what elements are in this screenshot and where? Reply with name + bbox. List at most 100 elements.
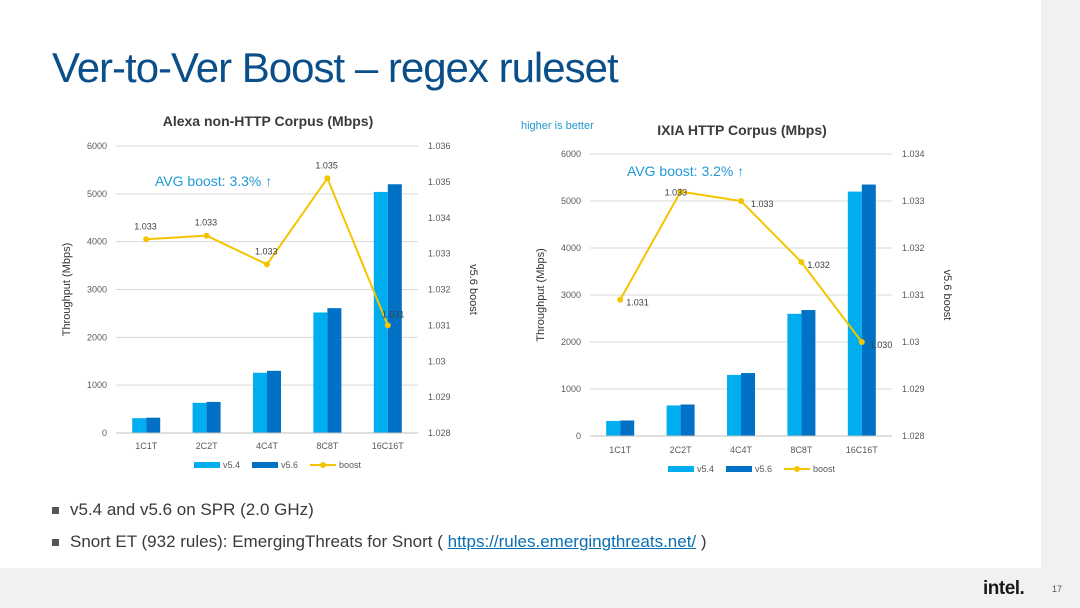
legend-swatch-v54 — [194, 462, 220, 468]
y-tick-label: 3000 — [561, 290, 581, 300]
y-tick-label: 6000 — [87, 141, 107, 151]
boost-point — [798, 259, 805, 266]
footer-bar — [0, 568, 1080, 608]
bar-v54 — [606, 420, 621, 436]
legend-label: boost — [339, 460, 362, 470]
legend-swatch-v56 — [726, 466, 752, 472]
bar-v56 — [861, 184, 876, 436]
bullet-text-end: ) — [700, 532, 707, 551]
bar-v54 — [847, 191, 862, 436]
legend-marker-boost — [320, 462, 326, 468]
legend-marker-boost — [794, 466, 800, 472]
boost-point — [203, 232, 210, 239]
x-tick-label: 2C2T — [670, 445, 693, 455]
y-tick-label: 5000 — [87, 189, 107, 199]
boost-point — [143, 236, 150, 243]
bar-v56 — [327, 308, 342, 433]
y2-tick-label: 1.032 — [902, 243, 925, 253]
y-axis-title: Throughput (Mbps) — [535, 248, 547, 342]
bullet-text: v5.4 and v5.6 on SPR (2.0 GHz) — [70, 500, 314, 519]
bullet-list: v5.4 and v5.6 on SPR (2.0 GHz) Snort ET … — [50, 498, 707, 562]
higher-is-better-note: higher is better — [521, 120, 594, 132]
boost-data-label: 1.032 — [807, 260, 830, 270]
y-tick-label: 1000 — [561, 384, 581, 394]
x-tick-label: 16C16T — [372, 441, 405, 451]
y2-axis-title: v5.6 boost — [941, 270, 953, 321]
y-tick-label: 1000 — [87, 380, 107, 390]
x-tick-label: 8C8T — [316, 441, 339, 451]
boost-data-label: 1.033 — [665, 188, 688, 198]
y2-tick-label: 1.028 — [428, 428, 451, 438]
bullet-item: Snort ET (932 rules): EmergingThreats fo… — [50, 530, 707, 562]
bar-v54 — [132, 418, 147, 433]
x-tick-label: 2C2T — [196, 441, 219, 451]
boost-data-label: 1.035 — [315, 160, 338, 170]
y-axis-title: Throughput (Mbps) — [61, 243, 73, 337]
y-tick-label: 2000 — [87, 332, 107, 342]
bullet-item: v5.4 and v5.6 on SPR (2.0 GHz) — [50, 498, 707, 530]
y-tick-label: 4000 — [561, 243, 581, 253]
y2-tick-label: 1.036 — [428, 141, 451, 151]
intel-logo: intel. — [983, 578, 1025, 599]
avg-boost-annotation: AVG boost: 3.2% ↑ — [627, 163, 744, 179]
bullet-text: Snort ET (932 rules): EmergingThreats fo… — [70, 532, 443, 551]
y-tick-label: 6000 — [561, 149, 581, 159]
y2-tick-label: 1.029 — [902, 384, 925, 394]
y2-tick-label: 1.035 — [428, 177, 451, 187]
x-tick-label: 1C1T — [135, 441, 158, 451]
emergingthreats-link[interactable]: https://rules.emergingthreats.net/ — [447, 532, 697, 551]
bar-v56 — [206, 401, 221, 433]
boost-point — [738, 198, 744, 204]
y2-tick-label: 1.034 — [902, 149, 925, 159]
y2-tick-label: 1.034 — [428, 213, 451, 223]
x-tick-label: 8C8T — [790, 445, 813, 455]
y2-tick-label: 1.033 — [902, 196, 925, 206]
legend-label: v5.4 — [223, 460, 240, 470]
bar-v56 — [387, 184, 402, 433]
chart-ixia-http: IXIA HTTP Corpus (Mbps) 0 1000 2000 3000 4000… — [535, 122, 953, 474]
bar-v54 — [373, 191, 388, 433]
legend-swatch-v56 — [252, 462, 278, 468]
side-strip — [1041, 0, 1080, 608]
y-tick-label: 4000 — [87, 237, 107, 247]
bar-v56 — [146, 417, 161, 433]
bar-v54 — [727, 374, 741, 436]
y-tick-label: 2000 — [561, 337, 581, 347]
legend-label: v5.6 — [281, 460, 298, 470]
boost-data-label: 1.030 — [870, 340, 893, 350]
legend-label: v5.6 — [755, 464, 772, 474]
bar-v56 — [267, 370, 281, 433]
x-tick-label: 16C16T — [846, 445, 879, 455]
y2-tick-label: 1.033 — [428, 249, 451, 259]
bar-v54 — [787, 313, 802, 436]
boost-data-label: 1.031 — [382, 309, 405, 319]
boost-point — [324, 175, 331, 182]
slide-title: Ver-to-Ver Boost – regex ruleset — [52, 44, 619, 91]
bar-v54 — [253, 372, 267, 433]
y2-tick-label: 1.032 — [428, 285, 451, 295]
bar-v56 — [620, 420, 635, 436]
y2-axis-title: v5.6 boost — [467, 264, 479, 315]
page-number: 17 — [1052, 584, 1063, 594]
y-tick-label: 0 — [102, 428, 107, 438]
y2-tick-label: 1.031 — [428, 320, 451, 330]
boost-point — [858, 339, 865, 345]
boost-point — [264, 261, 270, 268]
boost-point — [384, 322, 391, 329]
bar-v56 — [741, 373, 755, 436]
boost-data-label: 1.033 — [751, 199, 774, 209]
y-tick-label: 0 — [576, 431, 581, 441]
boost-data-label: 1.033 — [195, 218, 218, 228]
boost-data-label: 1.031 — [626, 298, 649, 308]
y2-tick-label: 1.03 — [902, 337, 920, 347]
boost-data-label: 1.033 — [255, 246, 278, 256]
legend-label: v5.4 — [697, 464, 714, 474]
y2-tick-label: 1.031 — [902, 290, 925, 300]
y2-tick-label: 1.029 — [428, 392, 451, 402]
y2-tick-label: 1.03 — [428, 356, 446, 366]
y-tick-label: 3000 — [87, 285, 107, 295]
y2-tick-label: 1.028 — [902, 431, 925, 441]
chart-alexa-non-http: Alexa non-HTTP Corpus (Mbps) 0 1000 2000 300… — [61, 113, 479, 470]
bullet-square-icon — [52, 539, 59, 546]
bar-v56 — [680, 404, 695, 436]
